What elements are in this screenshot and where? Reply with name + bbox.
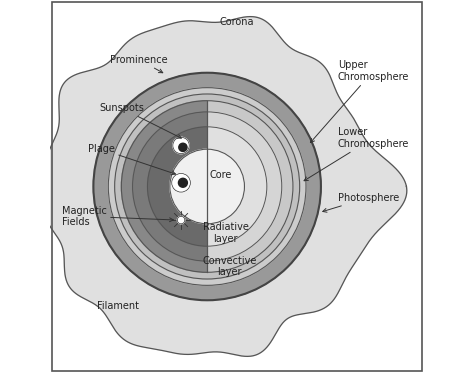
Wedge shape [147, 127, 207, 246]
Text: Convective
layer: Convective layer [202, 256, 257, 278]
Text: Radiative
layer: Radiative layer [203, 222, 249, 244]
Circle shape [179, 143, 187, 151]
Circle shape [115, 94, 300, 279]
Text: Core: Core [209, 170, 231, 180]
Wedge shape [207, 101, 293, 272]
Circle shape [177, 216, 185, 224]
Circle shape [172, 173, 191, 192]
Wedge shape [207, 127, 267, 246]
Text: Photosphere: Photosphere [323, 193, 399, 212]
Text: Sunspots: Sunspots [99, 103, 182, 138]
Circle shape [109, 88, 306, 285]
Text: Lower
Chromosphere: Lower Chromosphere [304, 127, 409, 181]
Circle shape [170, 149, 245, 224]
Circle shape [178, 178, 187, 187]
Polygon shape [44, 17, 407, 356]
Wedge shape [121, 101, 207, 272]
Text: Plage: Plage [88, 144, 175, 175]
Circle shape [93, 73, 321, 300]
Text: Upper
Chromosphere: Upper Chromosphere [310, 60, 409, 142]
Wedge shape [133, 112, 207, 261]
Text: Prominence: Prominence [110, 55, 168, 73]
Text: Filament: Filament [97, 301, 138, 311]
Text: Corona: Corona [220, 18, 254, 27]
Circle shape [173, 137, 189, 154]
Wedge shape [207, 112, 282, 261]
Text: Magnetic
Fields: Magnetic Fields [62, 206, 173, 227]
